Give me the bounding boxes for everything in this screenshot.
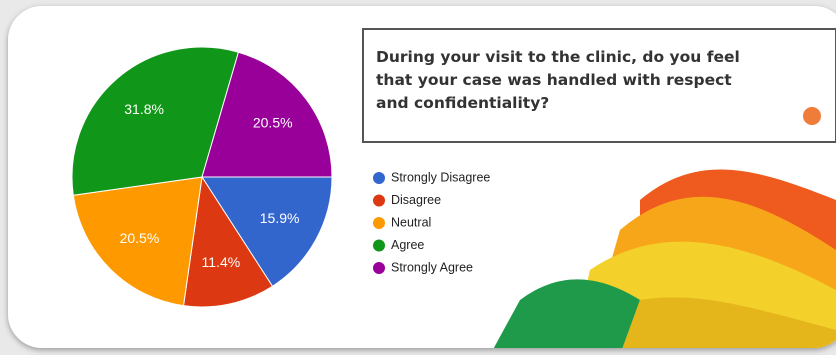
flag (490, 169, 836, 348)
slice-label: 20.5% (120, 230, 160, 246)
slice-label: 15.9% (260, 210, 300, 226)
slice-label: 20.5% (253, 115, 293, 131)
legend-swatch (373, 262, 385, 274)
legend-swatch (373, 239, 385, 252)
legend-label: Strongly Agree (391, 260, 473, 274)
legend-swatch (373, 194, 385, 207)
pie-slice (201, 176, 333, 287)
pie-slice (71, 46, 240, 196)
legend-label: Neutral (391, 215, 431, 229)
pie-slice (182, 175, 274, 308)
question-line: that your case was handled with respect (376, 71, 732, 89)
legend-swatch (373, 172, 385, 184)
legend-label: Agree (391, 238, 424, 252)
legend-label: Strongly Disagree (391, 170, 490, 184)
slice-label: 11.4% (202, 254, 241, 270)
slice-label: 31.8% (124, 101, 164, 117)
pie-slice (72, 176, 203, 307)
legend-swatch (373, 217, 385, 229)
pie-slice (201, 51, 333, 178)
question-line: During your visit to the clinic, do you … (376, 48, 740, 66)
decor-dot (803, 107, 821, 125)
question-line: and confidentiality? (376, 94, 549, 112)
question-box (362, 28, 836, 143)
legend-label: Disagree (391, 193, 441, 207)
